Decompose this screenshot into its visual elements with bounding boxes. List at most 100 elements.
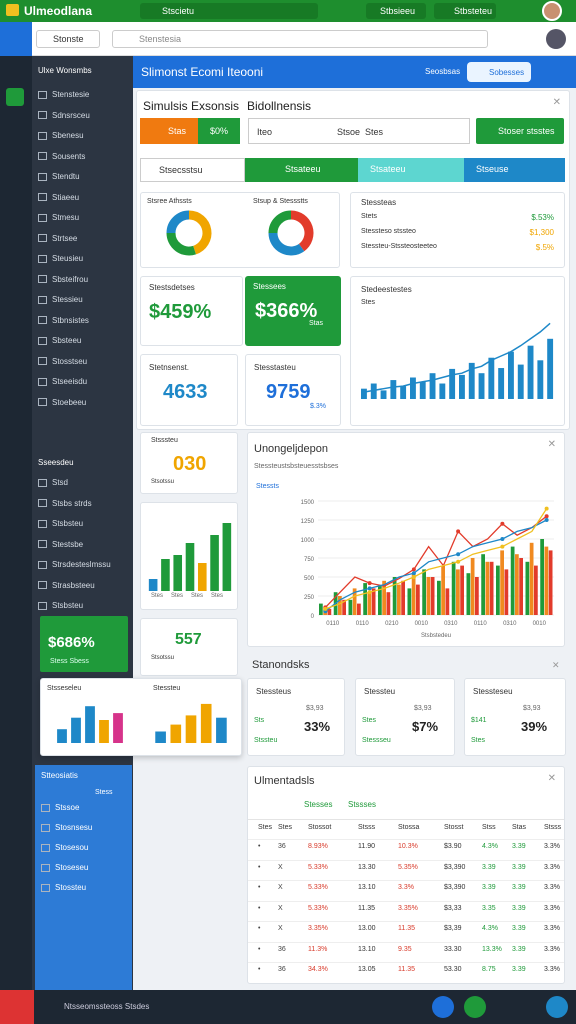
nav-item[interactable]: Strsdesteslmssu — [38, 560, 111, 569]
x-tick-label: 0310 — [503, 621, 517, 627]
nav-item[interactable]: Stestsbe — [38, 540, 83, 549]
cell: 13.00 — [358, 925, 376, 932]
primary-button[interactable]: Stoser stsstes — [476, 118, 564, 144]
cell: 3.3% — [398, 884, 414, 891]
cell: 11.3% — [308, 945, 328, 953]
bar — [489, 561, 494, 615]
kpi-value: 4633 — [163, 381, 208, 403]
tab[interactable]: $0% — [198, 118, 240, 144]
bar — [338, 596, 342, 615]
cell: 3.3% — [544, 904, 560, 912]
nav-item[interactable]: Stendtu — [38, 172, 80, 181]
bar-card: Stes Stes Stes Stes — [140, 502, 238, 610]
panel-subtitle: Bidollnensis — [247, 99, 312, 113]
header-link[interactable]: Seosbsas — [425, 67, 461, 76]
nav-item[interactable]: Stoseseu — [41, 863, 88, 872]
mini-chart-card: Stedeestestes Stes — [350, 276, 565, 426]
icon-button[interactable] — [464, 996, 486, 1018]
filter[interactable]: Stsateeu — [245, 158, 358, 182]
table-tab[interactable]: Stesses — [304, 800, 333, 809]
search-input[interactable]: Stenstesia — [112, 30, 488, 48]
column-header: Stes — [278, 824, 293, 831]
nav-item[interactable]: Sdnsrsceu — [38, 111, 90, 120]
nav-item[interactable]: Strtsee — [38, 234, 77, 243]
point — [500, 537, 505, 541]
nav-item[interactable]: Stosesou — [41, 843, 88, 852]
nav-item[interactable]: Stosstseu — [38, 357, 87, 366]
tab[interactable]: Stas — [140, 118, 198, 144]
mini-legend: Stes — [361, 299, 376, 306]
menu-button[interactable] — [0, 990, 34, 1024]
nav-item[interactable]: Stiaeeu — [38, 193, 79, 202]
bar — [419, 381, 426, 399]
nav-item[interactable]: Stenstesie — [38, 90, 89, 99]
y-tick-label: 750 — [304, 557, 315, 563]
nav-item[interactable]: Stoebeeu — [38, 398, 86, 407]
top-button[interactable]: Stbsieeu — [366, 3, 426, 19]
point — [456, 529, 461, 534]
close[interactable]: ✕ — [547, 773, 556, 784]
nav-item[interactable]: Stmesu — [38, 213, 79, 222]
cell: $3,39 — [444, 925, 462, 932]
input-text: Stsoe — [337, 127, 361, 137]
nav-item[interactable]: Strasbsteeu — [38, 581, 95, 590]
nav-card: $686% Stess Sbess — [40, 616, 128, 672]
icon-button[interactable] — [432, 996, 454, 1018]
input[interactable]: Iteo Stsoe Stes — [248, 118, 470, 144]
top-button[interactable]: Stbsteteu — [434, 3, 496, 19]
nav-item[interactable]: Sousents — [38, 152, 85, 161]
menu-button[interactable] — [0, 22, 32, 56]
cell: 3.3% — [544, 863, 560, 871]
y-tick-label: 1000 — [301, 538, 315, 544]
active-icon[interactable] — [6, 88, 24, 106]
point — [500, 544, 505, 549]
nav-item[interactable]: Stsd — [38, 478, 68, 487]
bar — [148, 579, 158, 591]
nav-item[interactable]: Stssoe — [41, 803, 79, 812]
nav-item[interactable]: Stsbs strds — [38, 499, 92, 508]
bar — [459, 374, 465, 399]
nav-item[interactable]: Steusieu — [38, 254, 83, 263]
filter[interactable]: Stsecsstsu — [140, 158, 245, 182]
bar — [380, 390, 387, 399]
close[interactable]: ✕ — [552, 660, 560, 670]
filter[interactable]: Stseuse — [464, 158, 565, 182]
header-button[interactable]: Sobesses — [467, 62, 531, 82]
donut — [268, 210, 314, 256]
nav-item[interactable]: Stsbsteu — [38, 519, 83, 528]
top-button[interactable]: Stscietu — [140, 3, 318, 19]
nav-item[interactable]: Sbsteeu — [38, 336, 81, 345]
bar-chart: Stes Stes Stes Stes — [148, 523, 232, 597]
select[interactable]: Stonste — [36, 30, 100, 48]
input-text: Iteo — [257, 127, 273, 137]
mini-title: Stedeestestes — [361, 285, 412, 294]
nav-item[interactable]: Stsbsteu — [38, 601, 83, 610]
nav-item[interactable]: Stbnsistes — [38, 316, 89, 325]
stats-value: $1,300 — [529, 228, 554, 237]
bar — [534, 565, 538, 615]
nav-item[interactable]: Sbenesu — [38, 131, 84, 140]
bar — [382, 580, 386, 615]
nav-item[interactable]: Stosnsesu — [41, 823, 92, 832]
nav-item[interactable]: Sbsteifrou — [38, 275, 88, 284]
avatar[interactable] — [542, 1, 562, 21]
big-chart: 0 250 500 750 1000 1250 1500 0110 0110 0210 0010 03… — [301, 500, 554, 639]
nav-item[interactable]: Stessieu — [38, 295, 83, 304]
donut-segment — [188, 210, 212, 255]
row-divider — [248, 962, 564, 963]
bar — [99, 720, 109, 743]
close[interactable]: ✕ — [552, 97, 561, 108]
point — [544, 514, 549, 519]
nav-item[interactable]: Stseeisdu — [38, 377, 87, 386]
line — [325, 508, 548, 610]
icon-button[interactable] — [546, 996, 568, 1018]
row-divider — [248, 880, 564, 881]
stat-value: 39% — [521, 719, 548, 734]
filter[interactable]: Stsateeu — [358, 158, 464, 182]
nav-item[interactable]: Stossteu — [41, 883, 86, 892]
cell: 3.35% — [398, 904, 418, 912]
table-tab[interactable]: Stssses — [348, 800, 377, 809]
cell: 11.35 — [398, 966, 415, 973]
close[interactable]: ✕ — [547, 439, 556, 450]
avatar[interactable] — [546, 29, 566, 49]
